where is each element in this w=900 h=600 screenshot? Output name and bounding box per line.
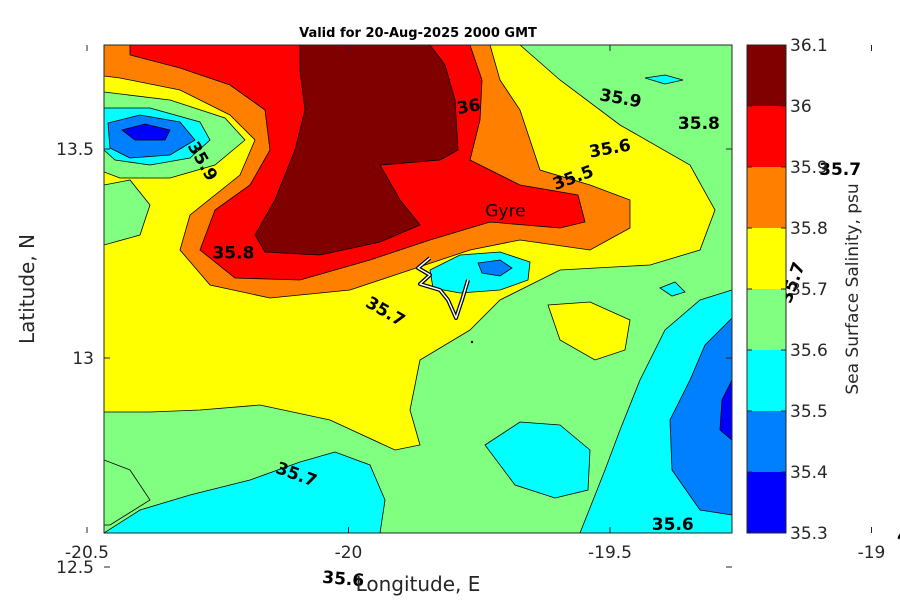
colorbar-segment (747, 472, 786, 533)
colorbar-label: Sea Surface Salinity, psu (843, 183, 863, 394)
contour-fill-35.5-35.6-topright (644, 74, 684, 85)
colorbar-tick-label: 35.3 (790, 524, 828, 544)
colorbar-tick-label: 35.5 (790, 402, 828, 422)
x-tick-label: -19.5 (588, 543, 632, 563)
colorbar-tick-label: 35.4 (790, 463, 828, 483)
colorbar-segment (747, 289, 786, 350)
x-tick-label: -19 (858, 543, 886, 563)
contour-label: 35.6 (894, 502, 900, 548)
contour-fill-35.6-35.7-bottomleft (104, 459, 151, 526)
x-tick-label: -20 (335, 543, 363, 563)
colorbar-segment (747, 411, 786, 472)
gyre-annotation: Gyre (485, 202, 525, 222)
contour-fill-35.7-35.8-island (547, 301, 631, 361)
contour-fill-36.0-36.1 (254, 45, 459, 256)
contour-fill-35.5-35.6-lowermid (484, 421, 591, 499)
annotations: Gyre (485, 202, 525, 222)
contour-label: 36 (455, 95, 482, 119)
contour-label: 35.8 (212, 244, 254, 264)
colorbar-segment (747, 106, 786, 167)
y-tick-label: 13.5 (56, 140, 94, 160)
contour-plot-area (104, 45, 732, 533)
colorbar-segment (747, 350, 786, 411)
y-axis-label: Latitude, N (15, 234, 39, 344)
x-axis-ticks: -20.5 -20 -19.5 -19 (65, 45, 885, 563)
contour-fill-35.5-35.6-right (659, 281, 686, 297)
contour-label: 35.6 (322, 568, 366, 592)
colorbar-tick-label: 35.9 (790, 158, 828, 178)
colorbar-tick-label: 35.8 (790, 219, 828, 239)
contour-fill-35.5-35.6-bottom (104, 451, 386, 533)
chart-title: Valid for 20-Aug-2025 2000 GMT (299, 26, 537, 41)
contour-fill-35.3-35.4-upperleft (121, 123, 171, 141)
colorbar-segment (747, 45, 786, 106)
colorbar-segment (747, 228, 786, 289)
y-tick-label: 13 (72, 349, 94, 369)
x-axis-label: Longitude, E (356, 572, 481, 596)
contour-label: 35.7 (819, 160, 861, 180)
contour-fill-35.4-35.5-gyre (477, 259, 513, 277)
gyre-glider-track (416, 256, 474, 344)
colorbar (746, 44, 787, 534)
contour-fill-35.6-35.7-left (104, 179, 151, 246)
plot-frame (103, 44, 733, 534)
colorbar-tick-label: 35.6 (790, 341, 828, 361)
colorbar-ticks: 35.3 35.4 35.5 35.6 35.7 35.8 35.9 36 36.1 (747, 36, 828, 544)
x-tick-label: -20.5 (65, 543, 109, 563)
colorbar-tick-label: 36 (790, 97, 812, 117)
colorbar-segment (747, 167, 786, 228)
contour-fill-35.4-35.5-bottomright (669, 317, 732, 516)
colorbar-tick-label: 36.1 (790, 36, 828, 56)
contour-fill-35.3-35.4-bottomright (719, 379, 732, 441)
y-tick-label: 12.5 (56, 558, 94, 578)
contour-label: 35.6 (652, 515, 694, 535)
contour-label: 35.8 (678, 114, 720, 134)
colorbar-tick-label: 35.7 (790, 280, 828, 300)
